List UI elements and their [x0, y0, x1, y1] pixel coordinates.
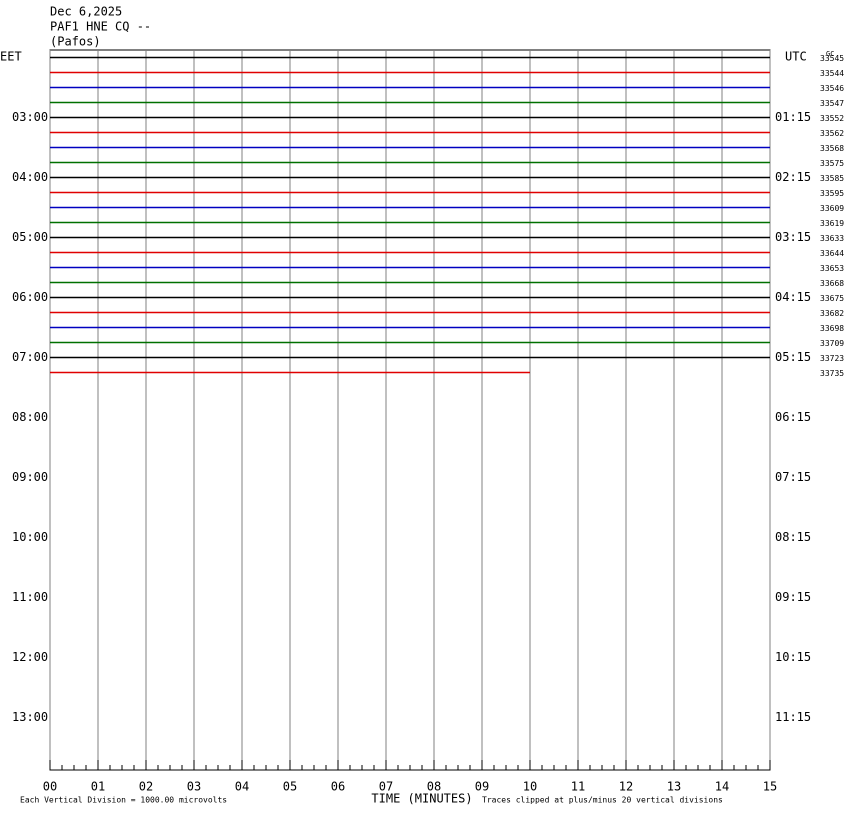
y-tick-label: 06:00	[12, 290, 48, 304]
x-tick-label: 00	[43, 780, 57, 794]
trace-id: 33609	[820, 204, 844, 213]
title-line: PAF1 HNE CQ --	[50, 20, 151, 34]
trace-id: 33552	[820, 114, 844, 123]
y-tick-label: 05:00	[12, 230, 48, 244]
y2-tick-label: 09:15	[775, 590, 811, 604]
y-tick-label: 11:00	[12, 590, 48, 604]
trace-id: 33723	[820, 354, 844, 363]
x-tick-label: 07	[379, 780, 393, 794]
trace-id: 33709	[820, 339, 844, 348]
y-tick-label: 10:00	[12, 530, 48, 544]
trace-id: 33653	[820, 264, 844, 273]
x-tick-label: 12	[619, 780, 633, 794]
trace-id: 33585	[820, 174, 844, 183]
trace-id: 33675	[820, 294, 844, 303]
y-tick-label: 03:00	[12, 110, 48, 124]
y-tick-label: 12:00	[12, 650, 48, 664]
y-tick-label: 09:00	[12, 470, 48, 484]
y-tick-label: 13:00	[12, 710, 48, 724]
y2-tick-label: 02:15	[775, 170, 811, 184]
y2-tick-label: 05:15	[775, 350, 811, 364]
x-tick-label: 08	[427, 780, 441, 794]
trace-id: 33546	[820, 84, 844, 93]
x-tick-label: 05	[283, 780, 297, 794]
trace-id: 33568	[820, 144, 844, 153]
trace-id: 33547	[820, 99, 844, 108]
trace-id: 33633	[820, 234, 844, 243]
title-line: Dec 6,2025	[50, 5, 122, 19]
x-axis-label: TIME (MINUTES)	[371, 792, 472, 806]
trace-id: 33562	[820, 129, 844, 138]
y2-tick-label: 08:15	[775, 530, 811, 544]
trace-id: 33644	[820, 249, 844, 258]
scale-note: Each Vertical Division = 1000.00 microvo…	[20, 796, 227, 805]
trace-id: 33682	[820, 309, 844, 318]
y2-tick-label: 07:15	[775, 470, 811, 484]
trace-id: 33575	[820, 159, 844, 168]
x-tick-label: 10	[523, 780, 537, 794]
clip-note: Traces clipped at plus/minus 20 vertical…	[482, 796, 723, 805]
y-tick-label: 08:00	[12, 410, 48, 424]
trace-id: 33595	[820, 189, 844, 198]
y2-tick-label: 03:15	[775, 230, 811, 244]
trace-id: 33619	[820, 219, 844, 228]
x-tick-label: 14	[715, 780, 729, 794]
x-tick-label: 13	[667, 780, 681, 794]
x-tick-label: 11	[571, 780, 585, 794]
trace-id: 33545	[820, 54, 844, 63]
x-tick-label: 01	[91, 780, 105, 794]
x-tick-label: 04	[235, 780, 249, 794]
y2-tick-label: 01:15	[775, 110, 811, 124]
plot-frame	[49, 49, 771, 771]
title-line: (Pafos)	[50, 35, 101, 49]
y-tick-label: 07:00	[12, 350, 48, 364]
left-zone: EET	[0, 50, 22, 64]
y2-tick-label: 04:15	[775, 290, 811, 304]
y-tick-label: 04:00	[12, 170, 48, 184]
y2-tick-label: 11:15	[775, 710, 811, 724]
right-zone: UTC	[785, 50, 807, 64]
x-tick-label: 06	[331, 780, 345, 794]
x-tick-label: 15	[763, 780, 777, 794]
trace-id: 33544	[820, 69, 844, 78]
y2-tick-label: 06:15	[775, 410, 811, 424]
trace-id: 33668	[820, 279, 844, 288]
trace-id: 33698	[820, 324, 844, 333]
x-tick-label: 09	[475, 780, 489, 794]
x-tick-label: 02	[139, 780, 153, 794]
y2-tick-label: 10:15	[775, 650, 811, 664]
corner-note: GC	[826, 50, 834, 58]
trace-id: 33735	[820, 369, 844, 378]
x-tick-label: 03	[187, 780, 201, 794]
